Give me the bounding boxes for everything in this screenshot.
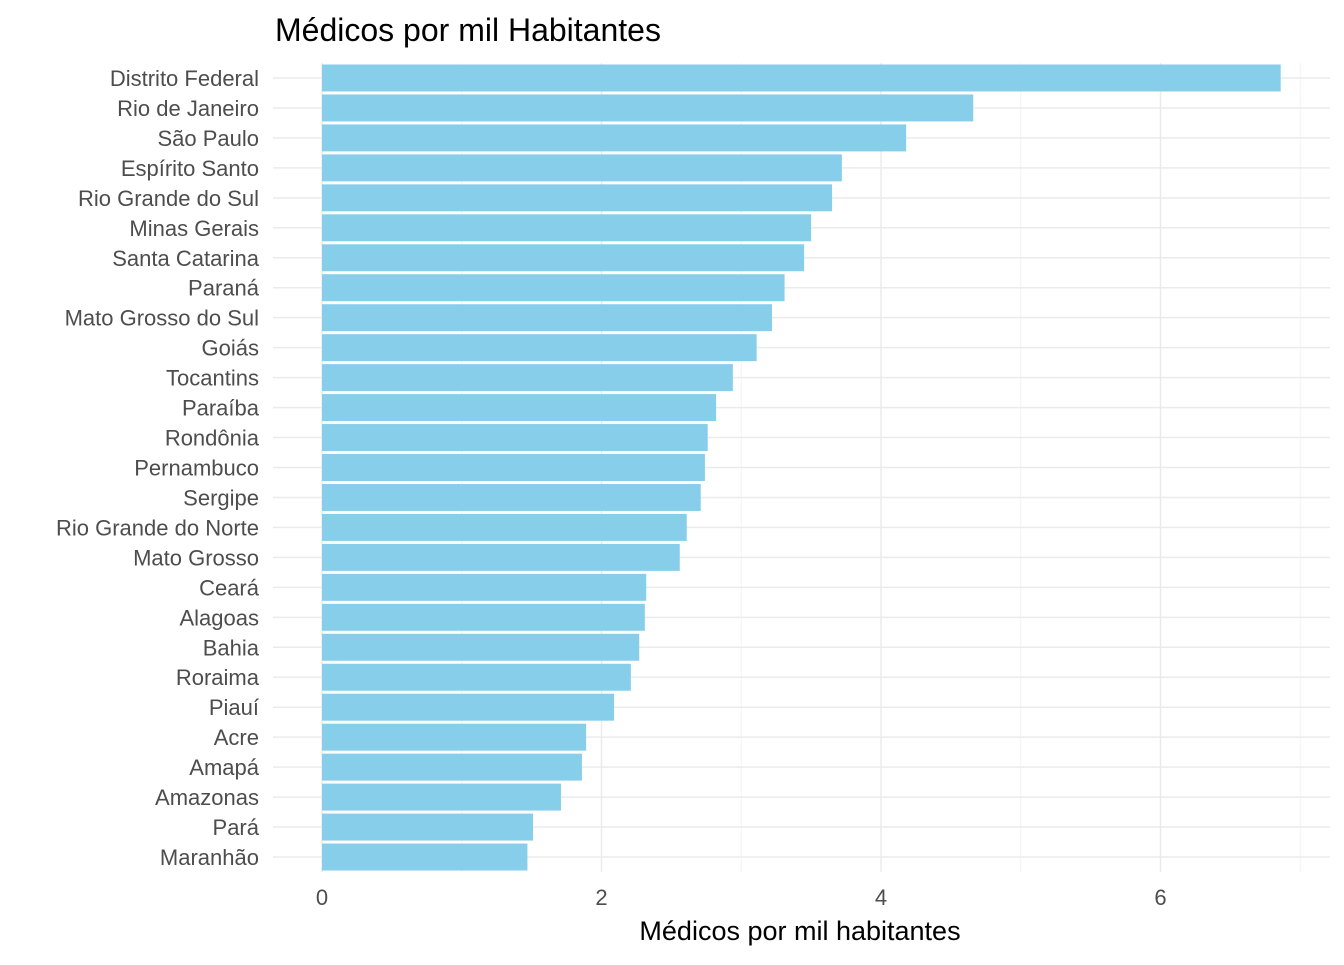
x-tick-label: 2 [595, 885, 607, 910]
x-tick-label: 6 [1154, 885, 1166, 910]
bar [322, 364, 733, 392]
category-label: Minas Gerais [129, 216, 259, 241]
category-label: Paraná [188, 276, 260, 301]
x-axis-title: Médicos por mil habitantes [639, 916, 960, 946]
bars [322, 64, 1281, 871]
bar [322, 753, 582, 781]
bar [322, 94, 974, 122]
category-label: Amapá [189, 755, 259, 780]
category-label: Espírito Santo [121, 156, 259, 181]
category-label: Rio Grande do Norte [56, 515, 259, 540]
bar [322, 603, 645, 631]
x-tick-label: 4 [875, 885, 887, 910]
category-label: Distrito Federal [110, 66, 259, 91]
bar [322, 543, 680, 571]
x-tick-labels: 0 2 4 6 [316, 885, 1167, 910]
category-label: Amazonas [155, 785, 259, 810]
bar [322, 573, 647, 601]
bar [322, 483, 701, 511]
bar [322, 454, 705, 481]
category-label: São Paulo [157, 126, 259, 151]
bar [322, 184, 833, 212]
bar [322, 394, 717, 422]
category-label: Rondônia [165, 426, 260, 451]
category-label: Bahia [203, 635, 260, 660]
category-label: Rio de Janeiro [117, 96, 259, 121]
bar [322, 843, 528, 871]
bar [322, 64, 1281, 92]
category-label: Acre [214, 725, 259, 750]
bar [322, 813, 534, 841]
category-label: Pará [213, 815, 260, 840]
bar [322, 633, 640, 661]
category-label: Goiás [202, 336, 259, 361]
category-label: Piauí [209, 695, 259, 720]
bar [322, 783, 561, 811]
bar [322, 424, 708, 452]
bar [322, 124, 907, 152]
bar [322, 214, 812, 242]
category-label: Mato Grosso do Sul [65, 306, 259, 331]
bar [322, 274, 785, 302]
category-label: Paraíba [182, 396, 260, 421]
bar [322, 244, 805, 272]
category-label: Santa Catarina [112, 246, 260, 271]
category-label: Alagoas [179, 605, 259, 630]
category-labels: Distrito Federal Rio de Janeiro São Paulo E… [56, 66, 260, 870]
category-label: Ceará [199, 575, 260, 600]
bar [322, 663, 631, 691]
bar [322, 334, 757, 362]
category-label: Rio Grande do Sul [78, 186, 259, 211]
bar [322, 513, 687, 541]
category-label: Roraima [176, 665, 260, 690]
category-label: Sergipe [183, 485, 259, 510]
bar [322, 723, 587, 751]
category-label: Mato Grosso [133, 545, 259, 570]
chart-title: Médicos por mil Habitantes [275, 12, 661, 48]
bar [322, 154, 842, 182]
category-label: Maranhão [160, 845, 259, 870]
category-label: Tocantins [166, 366, 259, 391]
bar [322, 304, 772, 332]
bar [322, 693, 615, 721]
x-tick-label: 0 [316, 885, 328, 910]
category-label: Pernambuco [134, 456, 259, 481]
